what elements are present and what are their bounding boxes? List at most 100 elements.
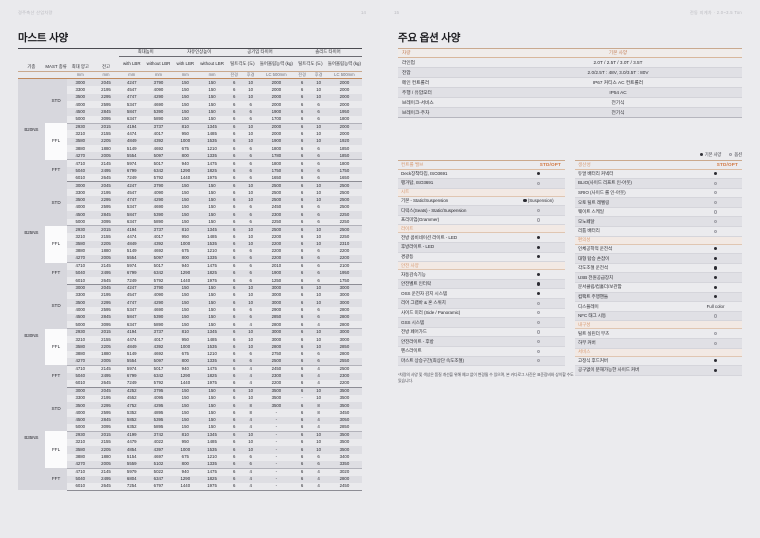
mast-data-cell: 3880 — [75, 248, 86, 254]
mast-data-cell: 6 — [249, 160, 252, 166]
option-item-row[interactable]: 리튬 배터리 — [575, 226, 742, 237]
option-item-row[interactable]: OSS 운전자 감지 시스템 — [398, 288, 565, 300]
option-item-row[interactable]: 모노페달 — [575, 216, 742, 228]
option-item-row[interactable]: 디스플레이 Full color — [575, 301, 742, 312]
option-item-row[interactable]: 기본 - Static/Suspension (Suspension) — [398, 196, 565, 207]
page-title-mast: 마스트 사양 — [18, 32, 69, 44]
option-item-row[interactable]: 듀얼 배터리 커넥터 — [575, 169, 742, 180]
mast-spec-table: 기종 MAST 종류 최대 양고 전고 최대높이 자유인상높이 공기입 타이어 … — [18, 47, 362, 491]
standard-dot-icon — [536, 282, 541, 286]
mast-data-cell: 6 — [242, 313, 259, 322]
mast-data-cell: 2550 — [326, 358, 362, 366]
mast-data-cell: 3500 — [258, 387, 294, 395]
option-item-label: SRIO (사이드 롤 인-아웃) — [575, 188, 697, 199]
option-item-row[interactable]: SRIO (사이드 롤 인-아웃) — [575, 188, 742, 199]
option-item-row[interactable]: Deck장착타입, ISO3691 — [398, 169, 565, 180]
mast-data-cell: 4199 — [118, 431, 145, 439]
mast-data-cell: 4090 — [153, 189, 164, 195]
option-item-row[interactable]: 웨이트 스케일 — [575, 207, 742, 218]
mast-data-cell: 4 — [249, 366, 252, 372]
option-item-row[interactable]: 공구없이 분해가능한 사이드 커버 — [575, 365, 742, 376]
option-item-row[interactable]: GSS 시스템 — [398, 317, 565, 328]
mast-data-cell: 3500 — [67, 196, 94, 204]
option-item-row[interactable]: USB 전원공급장치 — [575, 272, 742, 284]
option-item-row[interactable]: 틸트 실린더 부츠 — [575, 328, 742, 339]
mast-data-cell: 1650 — [326, 174, 362, 183]
option-item-row[interactable]: 팽거탑, ISO3691 — [398, 178, 565, 189]
mast-data-cell: 150 — [172, 181, 199, 190]
option-item-row[interactable]: 디럭스(Seats) - Static/Suspension — [398, 205, 565, 216]
option-item-row[interactable]: 문서클립/컵홀더/보관함 — [575, 282, 742, 293]
spec-value: 전기식 — [494, 107, 742, 118]
option-item-row[interactable]: 사이드 미러 (Side / Panoramic) — [398, 308, 565, 319]
mast-data-cell: 150 — [172, 402, 199, 410]
th-group-pneumatic-tire: 공기입 타이어 — [225, 47, 294, 58]
mast-data-cell: 3020 — [339, 468, 350, 474]
option-item-row[interactable]: 안전라이트 - 후방 — [398, 336, 565, 347]
mast-data-cell: 6 — [232, 130, 236, 136]
mast-data-cell: 1290 — [172, 372, 199, 381]
mast-data-cell: 3795 — [144, 387, 173, 395]
mast-data-cell: 5395 — [144, 416, 173, 425]
mast-data-cell: 2300 — [326, 372, 362, 381]
mast-data-cell: 6 — [232, 409, 236, 415]
mast-data-cell: 6 — [225, 424, 243, 432]
th-overall-height: 전고 — [93, 47, 119, 72]
mast-data-cell: 10 — [310, 284, 327, 292]
mast-data-cell: 6 — [242, 174, 259, 183]
mast-data-cell: 5554 — [118, 358, 145, 366]
mast-data-cell: - — [258, 431, 294, 439]
option-item-row[interactable]: 고정식 후드커버 — [575, 356, 742, 367]
mast-data-cell: 10 — [248, 439, 254, 445]
mast-data-cell: 2045 — [93, 387, 119, 395]
table-row: 5000 3095 6347 5890 150 150 6 6 1700 6 6 1800 — [18, 115, 362, 124]
option-item-row[interactable]: 하부 커버 — [575, 338, 742, 349]
mast-data-cell: 6 — [225, 174, 243, 183]
option-item-row[interactable]: 각도조절 운전석 — [575, 263, 742, 274]
option-item-row[interactable]: 컴팩트 주행핸들 — [575, 292, 742, 303]
option-item-mark — [697, 356, 742, 367]
mast-data-cell: 6 — [293, 424, 311, 432]
option-item-row[interactable]: 오토 틸트 레벨링 — [575, 197, 742, 208]
option-item-row[interactable]: 전방 페어가드 — [398, 327, 565, 338]
option-item-value: Full color — [706, 304, 725, 310]
option-item-row[interactable]: 프리미엄(Grammer) — [398, 215, 565, 226]
mast-data-cell: 10 — [310, 446, 327, 454]
option-item-row[interactable]: 인체공학적 운전석 — [575, 244, 742, 255]
mast-type-cell: STD — [44, 284, 68, 329]
mast-data-cell: 6 — [293, 269, 311, 278]
standard-dot-icon — [713, 295, 718, 299]
standard-dot-icon — [536, 272, 541, 277]
mast-data-cell: 4710 — [75, 468, 86, 474]
mast-data-cell: 2845 — [93, 416, 119, 425]
mast-data-cell: 6 — [225, 380, 243, 388]
mast-data-cell: 6 — [242, 218, 259, 227]
option-dot-icon — [536, 320, 541, 325]
option-item-row[interactable]: 후방라이트 - LED — [398, 242, 565, 253]
option-category-label: 서비스 — [575, 347, 742, 357]
option-item-label: 인체공학적 운전석 — [575, 244, 697, 255]
mast-data-cell: 5974 — [126, 160, 137, 166]
option-item-row[interactable]: BLIO(사이드 리프트 인-아웃) — [575, 178, 742, 189]
option-item-row[interactable]: 자동감속기능 — [398, 269, 565, 280]
standard-dot-icon — [536, 172, 541, 176]
mast-data-cell: 2000 — [258, 78, 294, 87]
mast-data-cell: 3000 — [67, 181, 94, 190]
option-item-row[interactable]: 안전벨트 인터락 — [398, 279, 565, 290]
mast-data-cell: 6 — [310, 313, 327, 322]
page-title-options: 주요 옵션 사양 — [398, 32, 461, 44]
option-item-row[interactable]: NFC 태그 시동 — [575, 311, 742, 322]
option-item-label: 후방라이트 - LED — [398, 242, 520, 253]
option-item-row[interactable]: 대형 탑승 손잡이 — [575, 253, 742, 264]
option-item-label: 마스트 상승구간(최상단 속도조절) — [398, 356, 520, 367]
mast-data-cell: 6 — [225, 416, 243, 425]
table-row: 3210 2155 4474 4017 950 1485 6 10 3000 6 10 3000 — [18, 336, 362, 343]
option-item-row[interactable]: 리어 그랩바 & 혼 스위치 — [398, 298, 565, 309]
option-item-row[interactable]: 펜스라이트 — [398, 346, 565, 357]
option-item-row[interactable]: 경광등 — [398, 252, 565, 263]
option-item-row[interactable]: 전방 콤비네이션 라이트 - LED — [398, 232, 565, 244]
mast-data-cell: 7254 — [118, 482, 145, 491]
option-item-row[interactable]: 마스트 상승구간(최상단 속도조절) — [398, 356, 565, 367]
mast-data-cell: 5017 — [153, 366, 164, 372]
option-item-mark — [520, 232, 565, 244]
